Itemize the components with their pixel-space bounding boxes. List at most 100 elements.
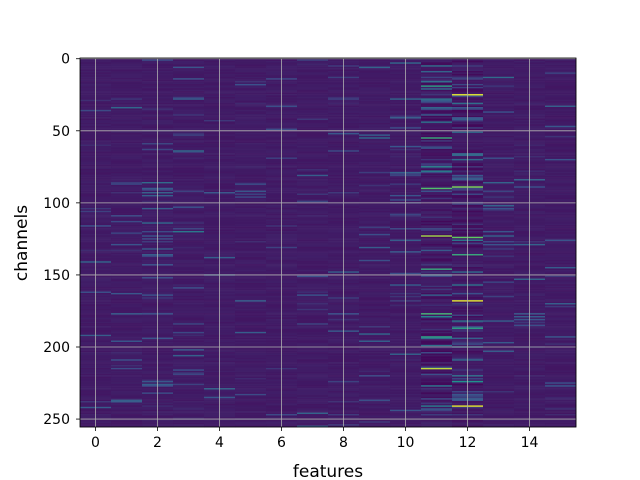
heatmap-cell [545, 65, 577, 67]
heatmap-cell [421, 258, 453, 261]
heatmap-cell [359, 59, 391, 62]
heatmap-cell [235, 402, 267, 405]
heatmap-cell [421, 295, 453, 298]
heatmap-cell [173, 144, 205, 147]
heatmap-cell [235, 158, 267, 161]
heatmap-cell [483, 353, 515, 356]
heatmap-cell [545, 163, 577, 165]
heatmap-cell [173, 218, 205, 220]
heatmap-cell [235, 134, 267, 137]
heatmap-cell [421, 197, 453, 200]
heatmap-cell [235, 245, 267, 248]
heatmap-cell [173, 324, 205, 327]
heatmap-cell [111, 326, 143, 328]
heatmap-cell [173, 271, 205, 274]
heatmap-cell [421, 124, 453, 127]
heatmap-cell [173, 104, 205, 106]
heatmap-cell [297, 388, 329, 390]
heatmap-cell [359, 350, 391, 353]
heatmap-cell [235, 419, 267, 422]
heatmap-cell [421, 300, 453, 302]
heatmap-cell [235, 301, 267, 304]
heatmap-cell [359, 406, 391, 409]
heatmap-cell [545, 95, 577, 98]
heatmap-cell [421, 213, 453, 216]
heatmap-cell [235, 220, 267, 223]
heatmap-cell [173, 213, 205, 216]
heatmap-cell [235, 352, 267, 354]
heatmap-cell [483, 225, 515, 227]
heatmap-cell [173, 264, 205, 266]
heatmap-cell [483, 147, 515, 150]
heatmap-cell [297, 203, 329, 206]
heatmap-cell [483, 171, 515, 174]
heatmap-cell [111, 209, 143, 212]
heatmap-cell [173, 269, 205, 272]
heatmap-cell [359, 398, 391, 400]
heatmap-cell [545, 138, 577, 141]
heatmap-cell [297, 105, 329, 108]
heatmap-cell [297, 239, 329, 242]
heatmap-cell [235, 229, 267, 232]
heatmap-cell [297, 213, 329, 216]
heatmap-cell [545, 419, 577, 422]
heatmap-cell [359, 209, 391, 212]
heatmap-cell [421, 409, 453, 412]
heatmap-cell [359, 143, 391, 145]
heatmap-cell [483, 278, 515, 281]
heatmap-cell [173, 132, 205, 135]
heatmap-cell [297, 421, 329, 423]
heatmap-cell [421, 396, 453, 399]
heatmap-cell [173, 137, 205, 140]
heatmap-cell [173, 163, 205, 165]
heatmap-cell [421, 354, 453, 357]
heatmap-cell [111, 85, 143, 88]
heatmap-cell [173, 328, 205, 331]
heatmap-cell [545, 73, 577, 76]
heatmap-cell [111, 249, 143, 252]
heatmap-cell [359, 354, 391, 357]
heatmap-cell [235, 425, 267, 428]
heatmap-cell [235, 252, 267, 255]
heatmap-cell [421, 181, 453, 184]
heatmap-cell [297, 174, 329, 177]
heatmap-cell [235, 117, 267, 119]
heatmap-cell [359, 164, 391, 167]
heatmap-cell [483, 236, 515, 239]
heatmap-cell [421, 59, 453, 62]
heatmap-cell [545, 411, 577, 413]
heatmap-cell [545, 171, 577, 174]
heatmap-cell [359, 144, 391, 147]
heatmap-cell [359, 369, 391, 372]
heatmap-cell [483, 75, 515, 78]
heatmap-cell [173, 128, 205, 131]
heatmap-cell [235, 393, 267, 396]
grid-lines [80, 58, 576, 427]
heatmap-cell [173, 124, 205, 127]
heatmap-cell [235, 308, 267, 311]
heatmap-cell [421, 141, 453, 144]
heatmap-cell [483, 375, 515, 377]
heatmap-cell [421, 262, 453, 265]
heatmap-cell [111, 203, 143, 206]
heatmap-cell [297, 259, 329, 262]
heatmap-cell [359, 238, 391, 240]
heatmap-cell [235, 108, 267, 111]
heatmap-cell [545, 102, 577, 105]
heatmap-cell [111, 65, 143, 67]
heatmap-cell [421, 288, 453, 291]
heatmap-cell [173, 192, 205, 194]
heatmap-cell [173, 154, 205, 157]
heatmap-cell [421, 98, 453, 101]
heatmap-cell [173, 239, 205, 242]
heatmap-cell [545, 218, 577, 220]
heatmap-cell [297, 69, 329, 72]
heatmap-cell [421, 380, 453, 383]
heatmap-cell [545, 251, 577, 253]
heatmap-cell [111, 206, 143, 209]
heatmap-cell [297, 267, 329, 269]
heatmap-cell [421, 255, 453, 258]
heatmap-cell [111, 339, 143, 341]
heatmap-cell [545, 180, 577, 183]
heatmap-cell [545, 350, 577, 353]
